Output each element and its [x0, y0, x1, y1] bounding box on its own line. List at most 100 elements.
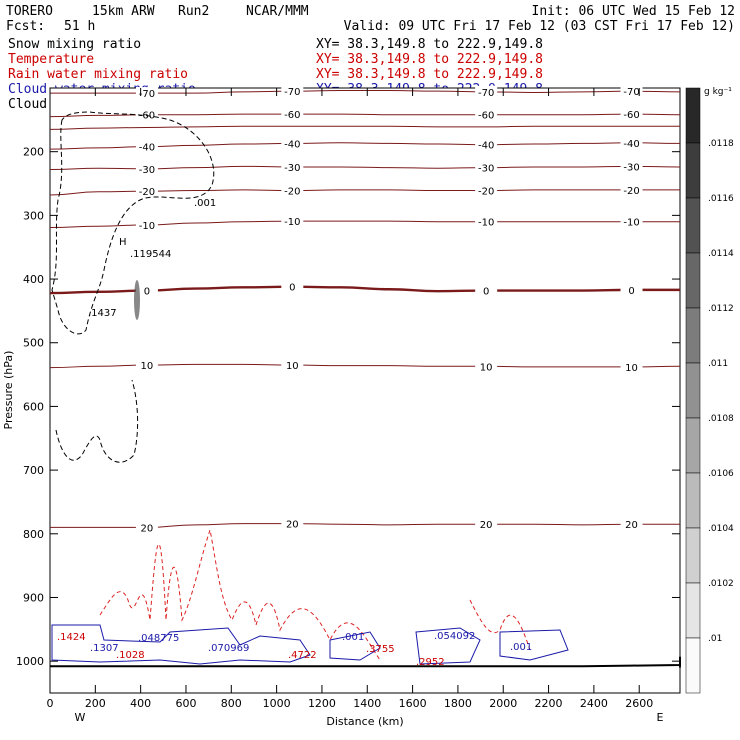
- organization: NCAR/MMM: [246, 4, 309, 19]
- isotherm-label: -10: [623, 218, 639, 229]
- snow-contour: [51, 111, 215, 335]
- isotherm-label-bg: [281, 108, 304, 121]
- colorbar-label: .0106: [708, 469, 734, 479]
- x-tick-label: 1200: [308, 697, 336, 710]
- annotation-label: .3755: [366, 644, 395, 655]
- isotherm-label-bg: [135, 359, 158, 372]
- annotation-label: .048775: [138, 633, 179, 644]
- colorbar-swatch: [685, 362, 701, 419]
- isotherm-label-bg: [281, 137, 304, 150]
- x-tick-label: 1600: [399, 697, 427, 710]
- isotherm-label: 10: [141, 361, 154, 372]
- x-tick-label: 2600: [625, 697, 653, 710]
- y-tick-label: 600: [23, 400, 44, 413]
- x-tick-label: 600: [175, 697, 196, 710]
- y-tick-label: 1000: [16, 655, 44, 668]
- legend-field-name: Temperature: [8, 52, 94, 67]
- isotherm-label: 0: [483, 287, 489, 298]
- annotation-label: .070969: [208, 643, 249, 654]
- colorbar: .0118 .0116 .0114 .0112 .011 .0108 .0106 .0104.…: [685, 87, 734, 694]
- isotherm-label: -40: [623, 139, 639, 150]
- x-tick-label: 200: [85, 697, 106, 710]
- plot-frame: [49, 87, 681, 694]
- isotherm-label-bg: [135, 87, 158, 100]
- colorbar-label: .0118: [708, 139, 734, 149]
- colorbar-swatch: [685, 417, 701, 474]
- colorbar-label: .0104: [708, 524, 734, 534]
- isotherm-label: -60: [284, 110, 300, 121]
- annotation-label: .4722: [288, 650, 317, 661]
- isotherm-label-bg: [620, 108, 643, 121]
- isotherm-label-bg: [620, 160, 643, 173]
- isotherm-label: -10: [478, 218, 494, 229]
- annotation-label: .1424: [57, 632, 86, 643]
- colorbar-swatch: [685, 87, 701, 144]
- forecast-label: Fcst:: [6, 19, 45, 34]
- colorbar-swatch: [685, 472, 701, 529]
- isotherm-label-bg: [281, 517, 304, 530]
- cloud-water-contour: [51, 624, 311, 665]
- isotherm-label-bg: [135, 162, 158, 175]
- legend-field-xy: XY= 38.3,149.8 to 222.9,149.8: [316, 52, 543, 67]
- run-name: Run2: [178, 4, 209, 19]
- isotherm-label: 0: [289, 283, 295, 294]
- isotherm-label-bg: [135, 140, 158, 153]
- isotherm-label: -20: [478, 187, 494, 198]
- isotherm-label: -70: [139, 89, 155, 100]
- y-tick-label: 900: [23, 591, 44, 604]
- isotherm-label: -10: [284, 217, 300, 228]
- isotherm-label: -20: [284, 187, 300, 198]
- isotherm-label: -20: [139, 187, 155, 198]
- isotherm-label-bg: [281, 359, 304, 372]
- isotherm-label: -40: [478, 141, 494, 152]
- colorbar-label: .01: [708, 634, 722, 644]
- annotation-label: .054092: [434, 631, 475, 642]
- forecast-hours: 51 h: [64, 19, 95, 34]
- colorbar-swatch: [685, 252, 701, 309]
- cloud-ice-contour: [55, 379, 139, 463]
- x-tick-label: 2200: [535, 697, 563, 710]
- isotherm-label-bg: [475, 215, 498, 228]
- ice-maximum-shade: [134, 280, 140, 320]
- isotherm-label: 20: [480, 520, 493, 531]
- isotherm-label: -30: [284, 163, 300, 174]
- isotherm-label: 10: [480, 362, 493, 373]
- isotherm-label: 20: [141, 523, 154, 534]
- x-tick-label: 800: [221, 697, 242, 710]
- rain-contour: [99, 528, 531, 661]
- colorbar-swatch: [685, 637, 701, 694]
- x-tick-label: 2000: [489, 697, 517, 710]
- isotherm-label-bg: [475, 161, 498, 174]
- y-tick-label: 400: [23, 273, 44, 286]
- isotherm-label: -40: [284, 139, 300, 150]
- valid-time: Valid: 09 UTC Fri 17 Feb 12 (03 CST Fri …: [344, 19, 735, 34]
- colorbar-label: .011: [708, 359, 728, 369]
- y-tick-label: 300: [23, 209, 44, 222]
- isotherm-label: 10: [625, 363, 638, 374]
- isotherm-label: -70: [284, 87, 300, 98]
- isotherm-label-bg: [135, 108, 158, 121]
- isotherm-label-bg: [281, 85, 304, 98]
- x-tick-label: 1400: [353, 697, 381, 710]
- isotherm-label-bg: [475, 85, 498, 98]
- colorbar-swatch: [685, 582, 701, 639]
- terrain-surface: [50, 656, 681, 668]
- isotherm-label-bg: [620, 183, 643, 196]
- isotherm-label-bg: [620, 283, 643, 296]
- isotherm-label-bg: [475, 518, 498, 531]
- annotation-label: .001: [342, 632, 364, 643]
- annotation-label: .1437: [88, 308, 117, 319]
- isotherm-label-bg: [620, 215, 643, 228]
- x-tick-label: 1000: [263, 697, 291, 710]
- y-tick-label: 800: [23, 528, 44, 541]
- isotherm-label: -60: [139, 111, 155, 122]
- x-axis-label: Distance (km): [326, 715, 403, 728]
- isotherm-label-bg: [620, 360, 643, 373]
- isotherm-label-bg: [281, 184, 304, 197]
- annotation-label: .001: [194, 198, 216, 209]
- colorbar-label: .0114: [708, 249, 734, 259]
- legend-field-xy: XY= 38.3,149.8 to 222.9,149.8: [316, 37, 543, 52]
